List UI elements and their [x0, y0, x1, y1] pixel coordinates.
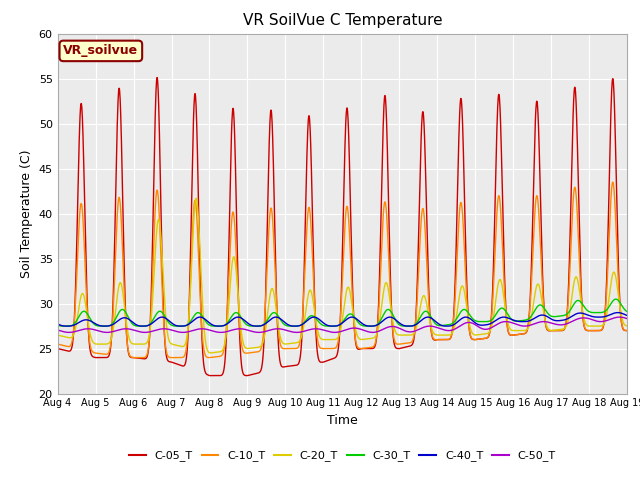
C-30_T	[573, 298, 581, 303]
C-10_T	[359, 346, 367, 351]
C-20_T	[207, 350, 214, 356]
C-20_T	[623, 323, 631, 329]
C-40_T	[213, 323, 221, 329]
C-20_T	[589, 323, 597, 329]
C-30_T	[359, 323, 367, 329]
C-30_T	[403, 323, 411, 329]
Line: C-50_T: C-50_T	[58, 317, 627, 332]
C-50_T	[213, 329, 221, 335]
C-30_T	[508, 317, 516, 323]
C-30_T	[589, 310, 596, 315]
C-50_T	[508, 320, 516, 326]
C-20_T	[372, 333, 380, 339]
C-05_T	[213, 372, 221, 378]
C-40_T	[623, 312, 631, 318]
C-05_T	[372, 340, 380, 346]
C-20_T	[573, 276, 581, 282]
C-50_T	[179, 329, 187, 335]
C-50_T	[359, 327, 367, 333]
C-05_T	[54, 346, 61, 351]
C-20_T	[54, 332, 61, 338]
C-05_T	[153, 75, 161, 81]
C-10_T	[573, 207, 581, 213]
C-05_T	[623, 328, 631, 334]
Legend: C-05_T, C-10_T, C-20_T, C-30_T, C-40_T, C-50_T: C-05_T, C-10_T, C-20_T, C-30_T, C-40_T, …	[125, 446, 560, 466]
C-20_T	[360, 336, 367, 342]
C-10_T	[54, 341, 61, 347]
C-30_T	[612, 296, 620, 302]
C-05_T	[360, 346, 367, 351]
Title: VR SoilVue C Temperature: VR SoilVue C Temperature	[243, 13, 442, 28]
C-10_T	[213, 354, 221, 360]
C-50_T	[573, 316, 581, 322]
C-40_T	[614, 310, 621, 315]
C-40_T	[573, 311, 581, 316]
C-10_T	[134, 355, 141, 360]
Line: C-30_T: C-30_T	[58, 299, 627, 326]
C-10_T	[589, 328, 596, 334]
X-axis label: Time: Time	[327, 414, 358, 427]
Text: VR_soilvue: VR_soilvue	[63, 44, 138, 58]
C-40_T	[508, 317, 516, 323]
C-05_T	[589, 328, 597, 334]
C-20_T	[509, 327, 516, 333]
C-30_T	[623, 309, 631, 314]
Line: C-20_T: C-20_T	[58, 198, 627, 353]
C-40_T	[589, 314, 596, 320]
C-30_T	[371, 323, 379, 328]
Line: C-05_T: C-05_T	[58, 78, 627, 375]
C-05_T	[509, 332, 516, 338]
C-05_T	[573, 140, 581, 146]
C-20_T	[192, 195, 200, 201]
C-10_T	[508, 332, 516, 338]
C-30_T	[54, 322, 61, 328]
C-05_T	[210, 372, 218, 378]
C-50_T	[589, 317, 596, 323]
C-10_T	[623, 328, 631, 334]
C-50_T	[616, 314, 623, 320]
C-20_T	[213, 349, 221, 355]
Line: C-40_T: C-40_T	[58, 312, 627, 326]
C-40_T	[372, 323, 380, 328]
C-10_T	[609, 179, 616, 185]
C-50_T	[54, 327, 61, 333]
Y-axis label: Soil Temperature (C): Soil Temperature (C)	[20, 149, 33, 278]
Line: C-10_T: C-10_T	[58, 182, 627, 358]
C-50_T	[623, 316, 631, 322]
C-30_T	[212, 323, 220, 329]
C-10_T	[372, 339, 380, 345]
C-40_T	[359, 321, 367, 327]
C-50_T	[372, 329, 380, 335]
C-40_T	[54, 321, 61, 327]
C-40_T	[63, 323, 71, 329]
